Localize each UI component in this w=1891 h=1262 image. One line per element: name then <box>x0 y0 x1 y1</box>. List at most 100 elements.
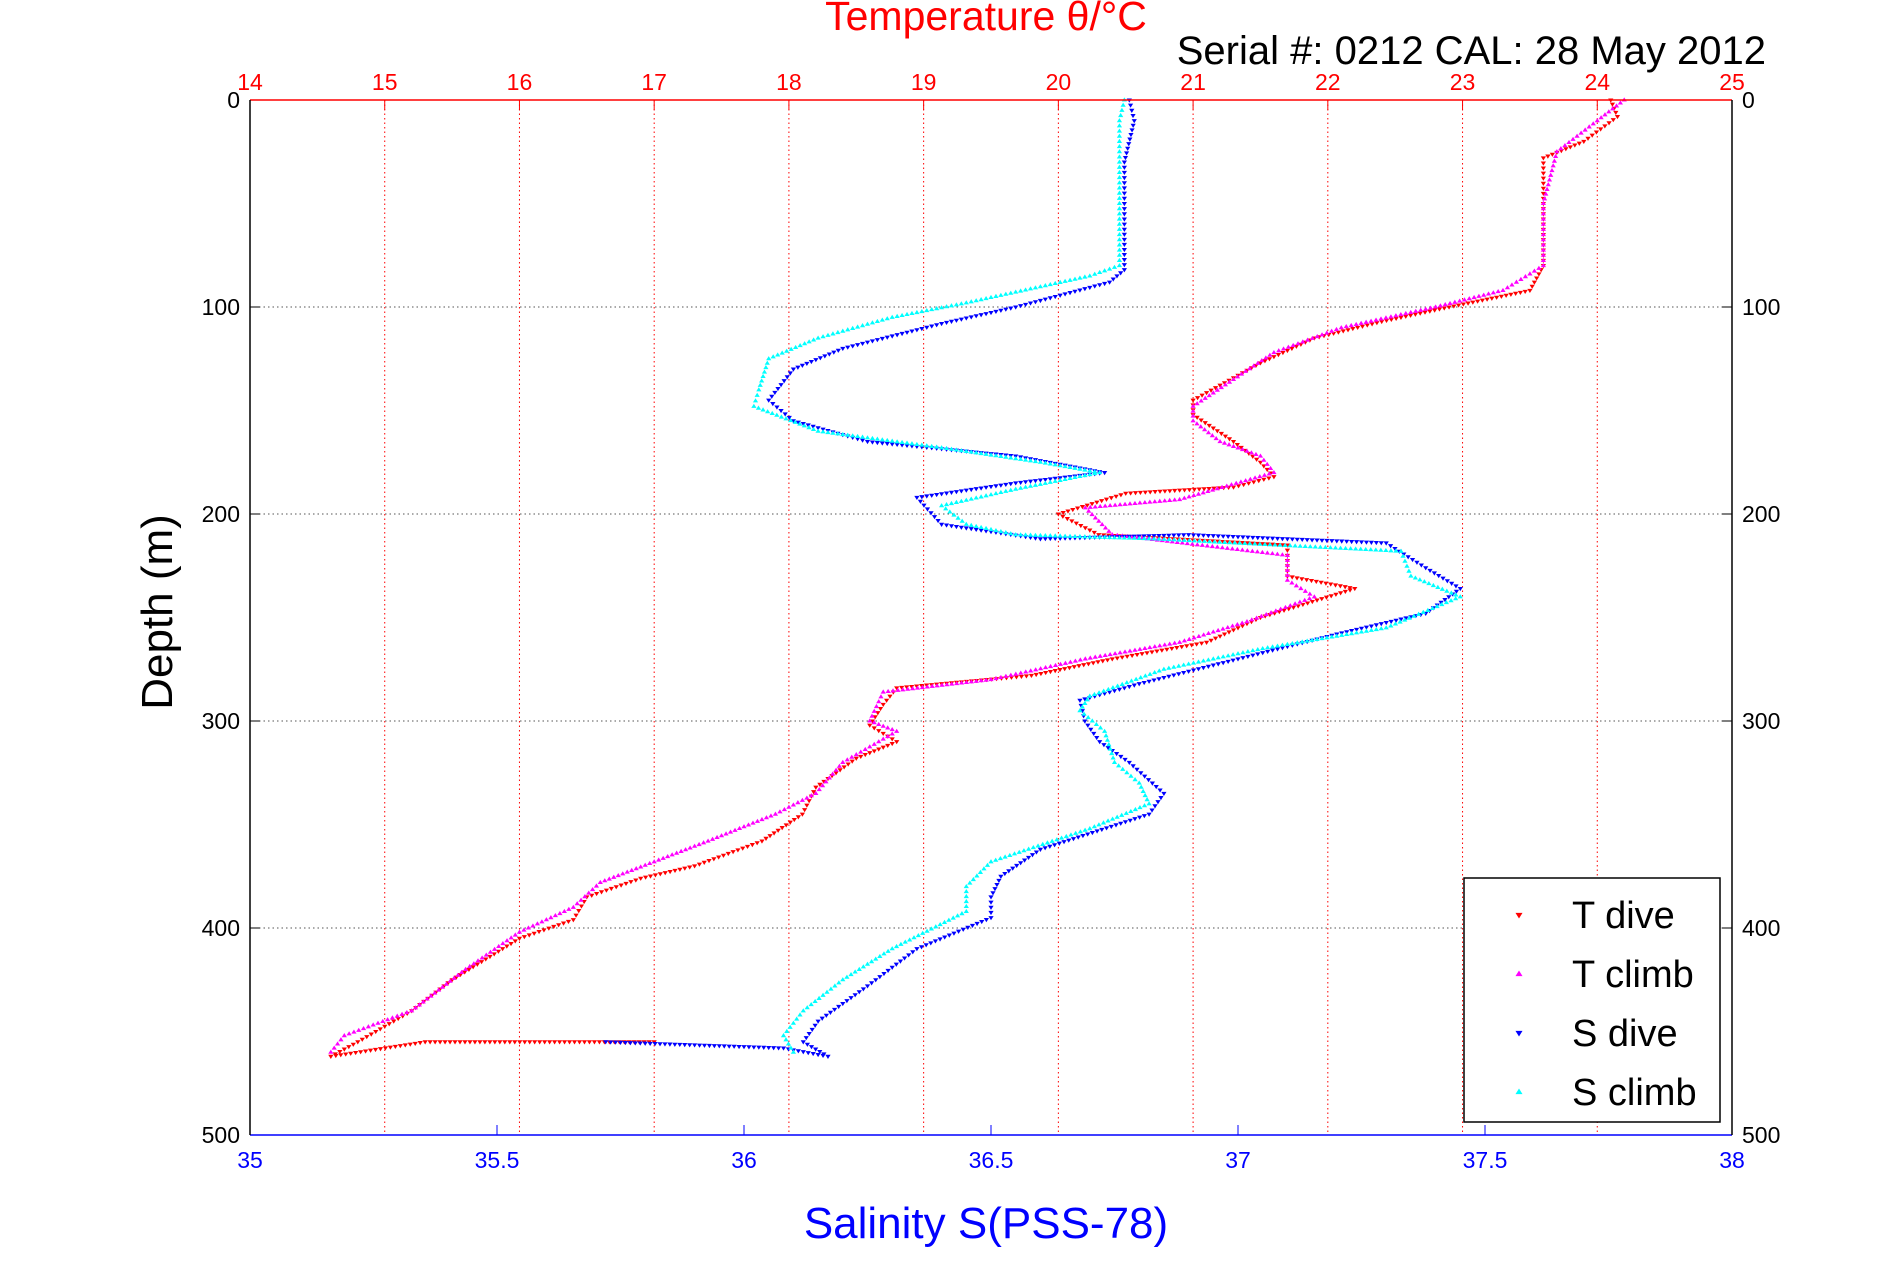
data-point <box>1393 316 1399 321</box>
data-point <box>1121 268 1127 273</box>
data-point <box>771 831 777 836</box>
data-point <box>812 998 818 1004</box>
data-point <box>939 503 945 508</box>
data-point <box>1447 300 1453 306</box>
data-point <box>877 707 884 712</box>
data-point <box>775 352 781 357</box>
data-point <box>959 680 965 685</box>
data-point <box>751 403 757 408</box>
data-point <box>948 446 955 451</box>
data-point <box>1105 818 1111 823</box>
data-point <box>831 350 837 355</box>
data-point <box>929 307 935 312</box>
data-point <box>929 683 935 688</box>
data-point <box>1018 456 1024 461</box>
data-point <box>983 677 989 682</box>
data-point <box>1066 838 1072 843</box>
data-point <box>1269 551 1275 556</box>
data-point <box>877 953 883 959</box>
data-point <box>1211 539 1218 544</box>
data-point <box>855 324 861 329</box>
data-point <box>741 1045 747 1050</box>
data-point <box>665 853 671 859</box>
data-point <box>1013 486 1019 491</box>
data-point <box>1373 623 1379 628</box>
data-point <box>850 433 856 438</box>
data-point <box>638 864 644 869</box>
data-point <box>894 439 900 444</box>
data-point <box>1181 638 1188 643</box>
data-point <box>1121 227 1127 232</box>
data-point <box>678 848 684 853</box>
data-point <box>1116 247 1123 252</box>
data-point <box>1369 322 1375 327</box>
data-point <box>1306 595 1313 601</box>
data-point <box>998 308 1004 313</box>
data-point <box>375 1020 381 1025</box>
data-point <box>1186 661 1192 666</box>
data-point <box>959 911 965 916</box>
data-point <box>1121 176 1127 181</box>
data-point <box>889 334 895 339</box>
data-point <box>1205 488 1211 493</box>
data-point <box>1210 629 1216 634</box>
data-point <box>1368 627 1374 632</box>
data-point <box>909 329 915 334</box>
data-point <box>1234 621 1240 627</box>
data-point <box>939 492 945 497</box>
data-point <box>355 1040 361 1045</box>
data-point <box>983 525 989 531</box>
data-point <box>1287 603 1293 608</box>
data-point <box>1498 294 1504 299</box>
data-point <box>788 346 794 351</box>
data-point <box>787 371 793 376</box>
data-point <box>1097 503 1103 509</box>
data-point <box>404 1009 410 1015</box>
data-point <box>483 957 489 962</box>
data-point <box>1088 727 1094 732</box>
data-point <box>1215 662 1221 667</box>
data-point <box>1212 636 1219 641</box>
data-point <box>1198 424 1204 429</box>
data-point <box>1383 621 1389 626</box>
data-point <box>978 524 984 530</box>
data-point <box>723 831 729 836</box>
data-point <box>711 857 717 862</box>
data-point <box>1137 490 1144 496</box>
data-point <box>998 483 1004 488</box>
data-point <box>1190 403 1196 408</box>
data-point <box>1243 368 1249 373</box>
data-point <box>996 878 1002 883</box>
data-point <box>561 908 567 913</box>
data-point <box>1043 665 1049 670</box>
data-point <box>1398 312 1404 317</box>
data-point <box>1294 537 1300 542</box>
data-point <box>840 1001 846 1007</box>
data-point <box>1119 655 1125 660</box>
data-point <box>1558 146 1564 151</box>
data-point <box>1261 457 1267 462</box>
data-point <box>1117 502 1123 507</box>
data-point <box>881 951 887 956</box>
data-point <box>1121 535 1127 540</box>
data-point <box>988 310 994 316</box>
data-point <box>348 1051 354 1056</box>
data-point <box>1271 475 1277 480</box>
data-point <box>1013 671 1019 676</box>
data-point <box>566 906 572 911</box>
data-point <box>1191 538 1197 543</box>
data-point <box>1008 455 1014 460</box>
data-point <box>943 304 950 309</box>
data-point <box>835 431 841 436</box>
data-point <box>993 484 999 489</box>
data-point <box>1274 542 1281 548</box>
data-point <box>1116 263 1123 268</box>
data-point <box>1238 479 1244 484</box>
data-point <box>1116 687 1123 692</box>
data-point <box>811 337 817 342</box>
data-point <box>1230 535 1236 540</box>
data-point <box>1062 292 1068 297</box>
data-point <box>1422 310 1428 315</box>
data-point <box>1092 654 1098 659</box>
